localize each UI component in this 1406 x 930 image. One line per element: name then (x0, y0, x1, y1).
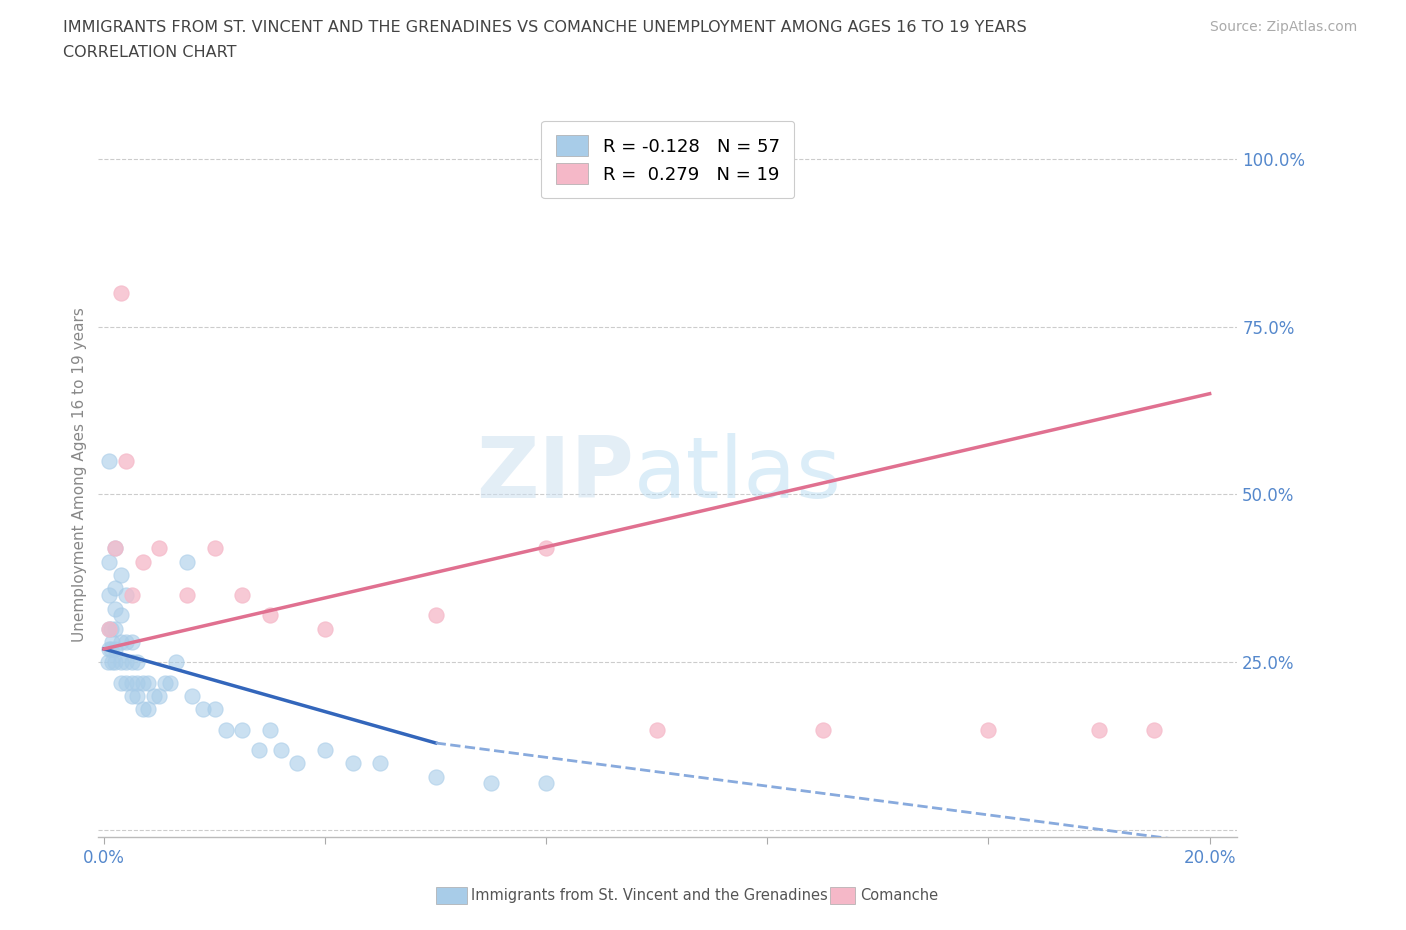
Point (811, 722, 834, 737)
Point (534, 540, 557, 555)
Point (142, 688, 165, 703)
Point (165, 655, 187, 670)
Point (181, 688, 204, 703)
Point (104, 540, 127, 555)
Point (214, 722, 236, 737)
Point (115, 635, 138, 650)
Text: IMMIGRANTS FROM ST. VINCENT AND THE GRENADINES VS COMANCHE UNEMPLOYMENT AMONG AG: IMMIGRANTS FROM ST. VINCENT AND THE GREN… (63, 20, 1026, 35)
Point (110, 567, 132, 582)
Text: Comanche: Comanche (860, 888, 939, 903)
Point (104, 581, 127, 596)
Point (98, 621, 121, 636)
Point (110, 286, 132, 300)
Point (314, 621, 336, 636)
Text: atlas: atlas (634, 432, 842, 516)
Point (115, 588, 138, 603)
Point (204, 702, 226, 717)
Point (121, 635, 143, 650)
Point (136, 702, 159, 717)
Point (104, 642, 127, 657)
Point (100, 642, 122, 657)
Point (110, 608, 132, 623)
Point (176, 588, 198, 603)
Point (534, 776, 557, 790)
Point (110, 635, 132, 650)
Text: ZIP: ZIP (477, 432, 634, 516)
Text: CORRELATION CHART: CORRELATION CHART (63, 45, 236, 60)
Point (127, 675, 149, 690)
Point (131, 702, 153, 717)
Point (247, 742, 270, 757)
Point (231, 588, 253, 603)
Point (259, 608, 281, 623)
Point (98, 554, 121, 569)
Point (193, 702, 215, 717)
Text: Source: ZipAtlas.com: Source: ZipAtlas.com (1209, 20, 1357, 34)
Point (110, 675, 132, 690)
Point (131, 675, 153, 690)
Point (101, 655, 124, 670)
Point (645, 722, 668, 737)
Point (231, 722, 253, 737)
Point (104, 601, 127, 616)
Point (1088, 722, 1111, 737)
Point (115, 675, 138, 690)
Point (479, 776, 502, 790)
Point (115, 655, 138, 670)
Point (104, 540, 127, 555)
Point (148, 540, 170, 555)
Point (104, 621, 127, 636)
Point (204, 540, 226, 555)
Point (425, 769, 447, 784)
Point (148, 688, 170, 703)
Point (136, 675, 159, 690)
Point (98, 621, 121, 636)
Text: Immigrants from St. Vincent and the Grenadines: Immigrants from St. Vincent and the Gren… (471, 888, 828, 903)
Point (176, 554, 198, 569)
Point (153, 675, 176, 690)
Point (131, 554, 153, 569)
Point (342, 756, 364, 771)
Point (259, 722, 281, 737)
Point (97, 642, 120, 657)
Point (1143, 722, 1166, 737)
Point (287, 756, 309, 771)
Point (314, 742, 336, 757)
Point (98, 588, 121, 603)
Point (121, 655, 143, 670)
Point (100, 621, 122, 636)
Point (104, 655, 127, 670)
Legend: R = -0.128   N = 57, R =  0.279   N = 19: R = -0.128 N = 57, R = 0.279 N = 19 (541, 121, 794, 198)
Point (127, 655, 149, 670)
Point (115, 454, 138, 469)
Point (370, 756, 392, 771)
Point (110, 655, 132, 670)
Point (127, 688, 149, 703)
Point (97, 655, 120, 670)
Point (121, 588, 143, 603)
Point (270, 742, 292, 757)
Point (977, 722, 1000, 737)
Point (121, 675, 143, 690)
Point (121, 688, 143, 703)
Point (98, 454, 121, 469)
Point (159, 675, 181, 690)
Y-axis label: Unemployment Among Ages 16 to 19 years: Unemployment Among Ages 16 to 19 years (72, 307, 87, 642)
Point (425, 608, 447, 623)
Point (101, 635, 124, 650)
